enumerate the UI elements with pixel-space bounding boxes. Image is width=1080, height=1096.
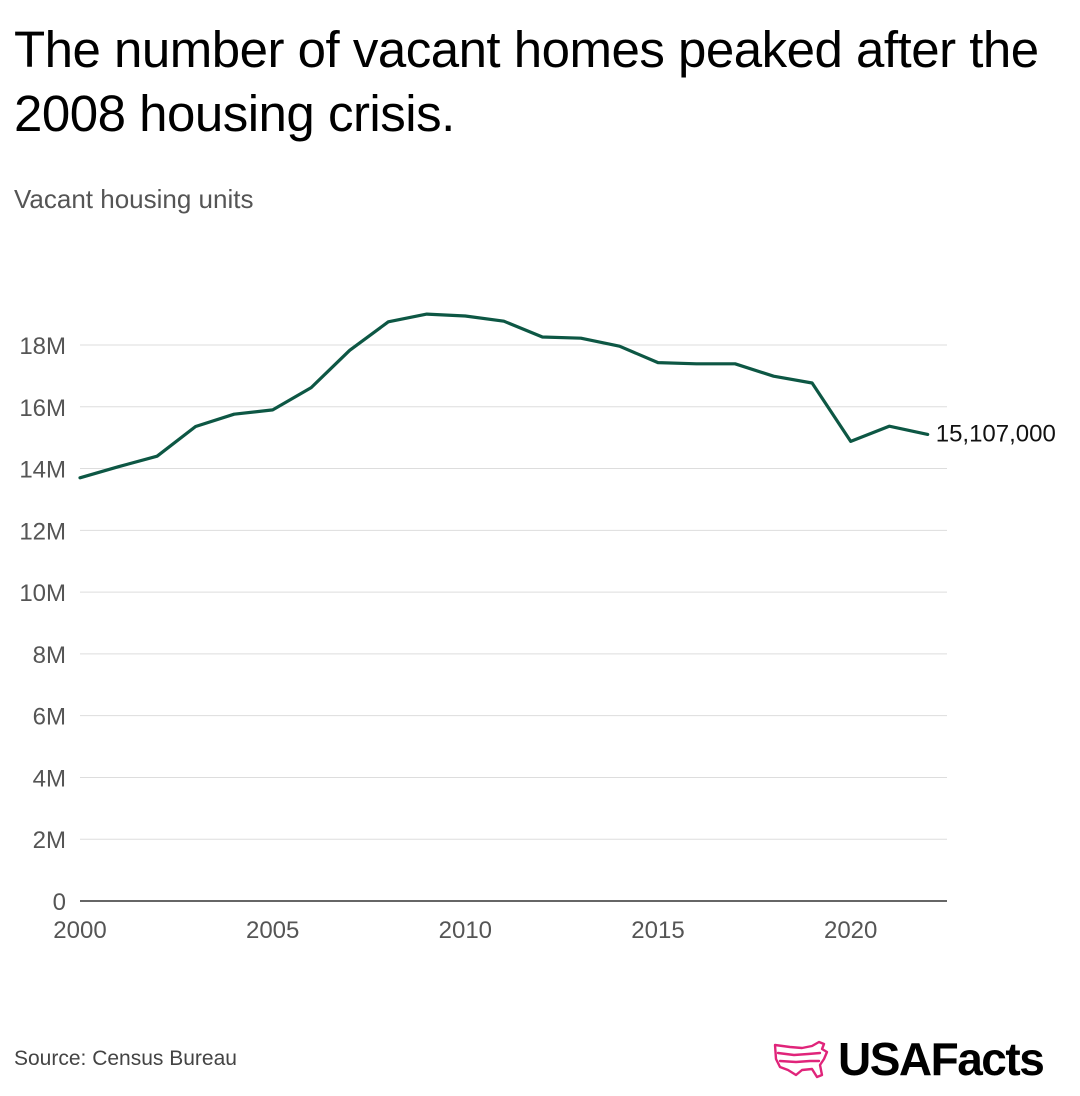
y-tick-label: 14M [19, 457, 66, 484]
brand-name: USAFacts [838, 1033, 1045, 1085]
series-line [78, 312, 930, 480]
brand-logo: USAFacts [772, 1032, 1045, 1086]
y-tick-label: 4M [33, 765, 66, 792]
y-tick-label: 6M [33, 704, 66, 731]
y-tick-label: 12M [19, 518, 66, 545]
x-tick-label: 2000 [53, 917, 106, 944]
y-tick-label: 0 [53, 889, 66, 916]
us-map-icon [773, 1040, 829, 1079]
y-tick-label: 2M [33, 827, 66, 854]
x-tick-label: 2005 [246, 917, 299, 944]
x-tick-label: 2020 [824, 917, 877, 944]
chart-title: The number of vacant homes peaked after … [14, 21, 1039, 142]
y-tick-label: 16M [19, 395, 66, 422]
chart-subtitle: Vacant housing units [14, 184, 254, 214]
source-note: Source: Census Bureau [14, 1047, 237, 1070]
y-tick-label: 8M [33, 642, 66, 669]
x-tick-label: 2010 [439, 917, 492, 944]
y-tick-label: 18M [19, 333, 66, 360]
line-chart: 0 2M 4M 6M 8M 10M 12M 14M 16M 18M 2000 2005 2010 2015… [19, 312, 1056, 944]
end-value-label: 15,107,000 [936, 420, 1056, 447]
x-tick-label: 2015 [631, 917, 684, 944]
y-tick-label: 10M [19, 580, 66, 607]
